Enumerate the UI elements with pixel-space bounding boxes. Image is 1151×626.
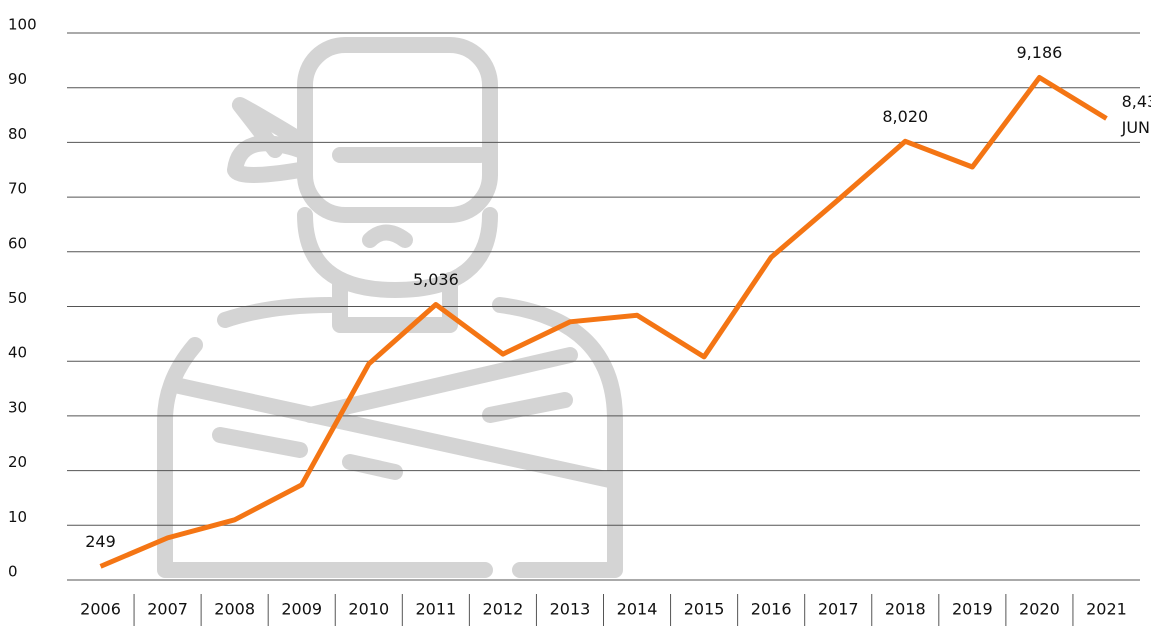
y-tick-label: 50 bbox=[8, 289, 27, 307]
x-tick-label: 2011 bbox=[415, 600, 456, 619]
x-tick-label: 2021 bbox=[1086, 600, 1127, 619]
y-tick-label: 20 bbox=[8, 453, 27, 471]
x-tick-label: 2007 bbox=[147, 600, 188, 619]
data-label: 9,186 bbox=[1017, 43, 1063, 62]
y-tick-label: 100 bbox=[8, 16, 37, 34]
x-tick-label: 2012 bbox=[483, 600, 524, 619]
data-label: 8,020 bbox=[882, 107, 928, 126]
y-tick-label: 90 bbox=[8, 70, 27, 88]
x-tick-label: 2015 bbox=[684, 600, 725, 619]
x-tick-label: 2018 bbox=[885, 600, 926, 619]
x-tick-label: 2019 bbox=[952, 600, 993, 619]
y-tick-label: 40 bbox=[8, 344, 27, 362]
y-tick-label: 30 bbox=[8, 398, 27, 416]
y-tick-label: 10 bbox=[8, 508, 27, 526]
y-tick-label: 70 bbox=[8, 180, 27, 198]
watermark-icon bbox=[157, 37, 623, 578]
x-tick-label: 2006 bbox=[80, 600, 121, 619]
x-tick-label: 2013 bbox=[550, 600, 591, 619]
data-label: 5,036 bbox=[413, 270, 459, 289]
x-tick-label: 2014 bbox=[617, 600, 658, 619]
y-tick-label: 80 bbox=[8, 125, 27, 143]
data-label: 8,437 bbox=[1122, 92, 1151, 111]
annotation: JUNIO bbox=[1121, 118, 1151, 137]
x-tick-label: 2009 bbox=[281, 600, 322, 619]
line bbox=[99, 75, 1108, 569]
x-tick-label: 2008 bbox=[214, 600, 255, 619]
x-tick-label: 2016 bbox=[751, 600, 792, 619]
x-tick-label: 2020 bbox=[1019, 600, 1060, 619]
y-tick-label: 60 bbox=[8, 234, 27, 252]
x-tick-label: 2017 bbox=[818, 600, 859, 619]
data-label: 249 bbox=[85, 532, 116, 551]
y-tick-label: 0 bbox=[8, 563, 18, 581]
x-tick-label: 2010 bbox=[348, 600, 389, 619]
